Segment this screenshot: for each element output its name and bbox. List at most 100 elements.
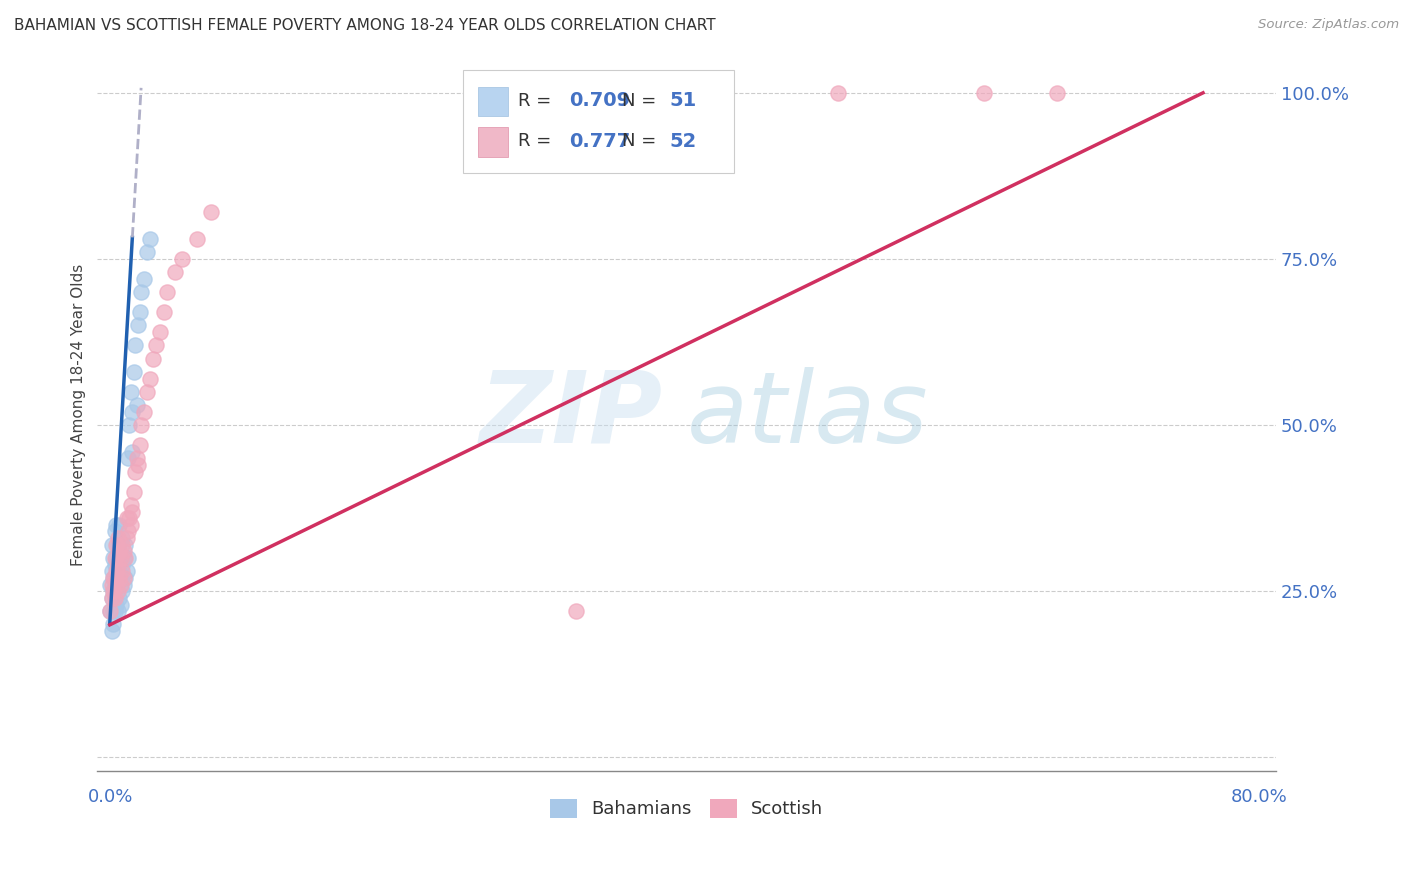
Text: ZIP: ZIP — [479, 367, 664, 464]
Point — [105, 564, 128, 578]
Point — [100, 577, 122, 591]
Point — [114, 571, 136, 585]
Point — [120, 384, 142, 399]
Point — [132, 272, 155, 286]
Point — [120, 517, 142, 532]
Point — [104, 558, 127, 572]
Point — [149, 325, 172, 339]
Point — [107, 604, 129, 618]
Point — [108, 517, 131, 532]
Point — [108, 564, 131, 578]
Point — [132, 405, 155, 419]
Point — [111, 531, 134, 545]
Point — [104, 591, 127, 605]
Text: 0.709: 0.709 — [569, 91, 630, 111]
Point — [112, 571, 135, 585]
Point — [122, 365, 145, 379]
Point — [127, 318, 149, 333]
Point — [100, 604, 122, 618]
Point — [129, 418, 152, 433]
Point — [110, 577, 132, 591]
Point — [104, 551, 127, 566]
Point — [117, 451, 139, 466]
Point — [110, 551, 132, 566]
Point — [103, 584, 125, 599]
Text: N =: N = — [621, 92, 662, 110]
Point — [104, 604, 127, 618]
Point — [120, 498, 142, 512]
Point — [105, 577, 128, 591]
Point — [103, 551, 125, 566]
Point — [114, 538, 136, 552]
Point — [105, 598, 128, 612]
Point — [118, 418, 141, 433]
Point — [565, 604, 588, 618]
Point — [101, 564, 124, 578]
Point — [100, 604, 122, 618]
Text: 0.0%: 0.0% — [89, 789, 134, 806]
Point — [112, 544, 135, 558]
Point — [1046, 86, 1069, 100]
Text: R =: R = — [519, 92, 557, 110]
Point — [827, 86, 849, 100]
Legend: Bahamians, Scottish: Bahamians, Scottish — [543, 792, 831, 826]
Text: 52: 52 — [669, 132, 696, 151]
Point — [105, 517, 128, 532]
Point — [129, 285, 152, 300]
Point — [200, 205, 222, 219]
Point — [112, 577, 135, 591]
Point — [105, 538, 128, 552]
Text: BAHAMIAN VS SCOTTISH FEMALE POVERTY AMONG 18-24 YEAR OLDS CORRELATION CHART: BAHAMIAN VS SCOTTISH FEMALE POVERTY AMON… — [14, 18, 716, 33]
Point — [124, 465, 146, 479]
Point — [121, 405, 143, 419]
Text: Source: ZipAtlas.com: Source: ZipAtlas.com — [1258, 18, 1399, 31]
Point — [105, 551, 128, 566]
Point — [104, 577, 127, 591]
Point — [111, 538, 134, 552]
Point — [136, 245, 159, 260]
Point — [110, 571, 132, 585]
Point — [111, 558, 134, 572]
Point — [104, 524, 127, 539]
Point — [107, 584, 129, 599]
Text: N =: N = — [621, 132, 662, 151]
Text: 80.0%: 80.0% — [1232, 789, 1288, 806]
Point — [115, 511, 138, 525]
FancyBboxPatch shape — [478, 128, 508, 157]
Text: R =: R = — [519, 132, 557, 151]
Point — [124, 338, 146, 352]
Point — [122, 484, 145, 499]
Point — [156, 285, 179, 300]
Point — [118, 511, 141, 525]
Point — [128, 305, 150, 319]
Text: 0.777: 0.777 — [569, 132, 630, 151]
Point — [103, 617, 125, 632]
Point — [170, 252, 193, 266]
Point — [121, 444, 143, 458]
Point — [163, 265, 186, 279]
Point — [125, 451, 148, 466]
FancyBboxPatch shape — [478, 87, 508, 117]
Point — [117, 524, 139, 539]
Point — [101, 624, 124, 639]
Point — [101, 591, 124, 605]
Text: 51: 51 — [669, 91, 696, 111]
Point — [136, 384, 159, 399]
FancyBboxPatch shape — [463, 70, 734, 173]
Point — [103, 571, 125, 585]
Text: atlas: atlas — [686, 367, 928, 464]
Point — [139, 371, 162, 385]
Point — [128, 438, 150, 452]
Point — [127, 458, 149, 472]
Point — [105, 577, 128, 591]
Point — [103, 571, 125, 585]
Point — [104, 571, 127, 585]
Point — [186, 232, 208, 246]
Point — [101, 591, 124, 605]
Point — [108, 571, 131, 585]
Point — [125, 398, 148, 412]
Point — [110, 598, 132, 612]
Point — [117, 551, 139, 566]
Point — [111, 584, 134, 599]
Point — [114, 551, 136, 566]
